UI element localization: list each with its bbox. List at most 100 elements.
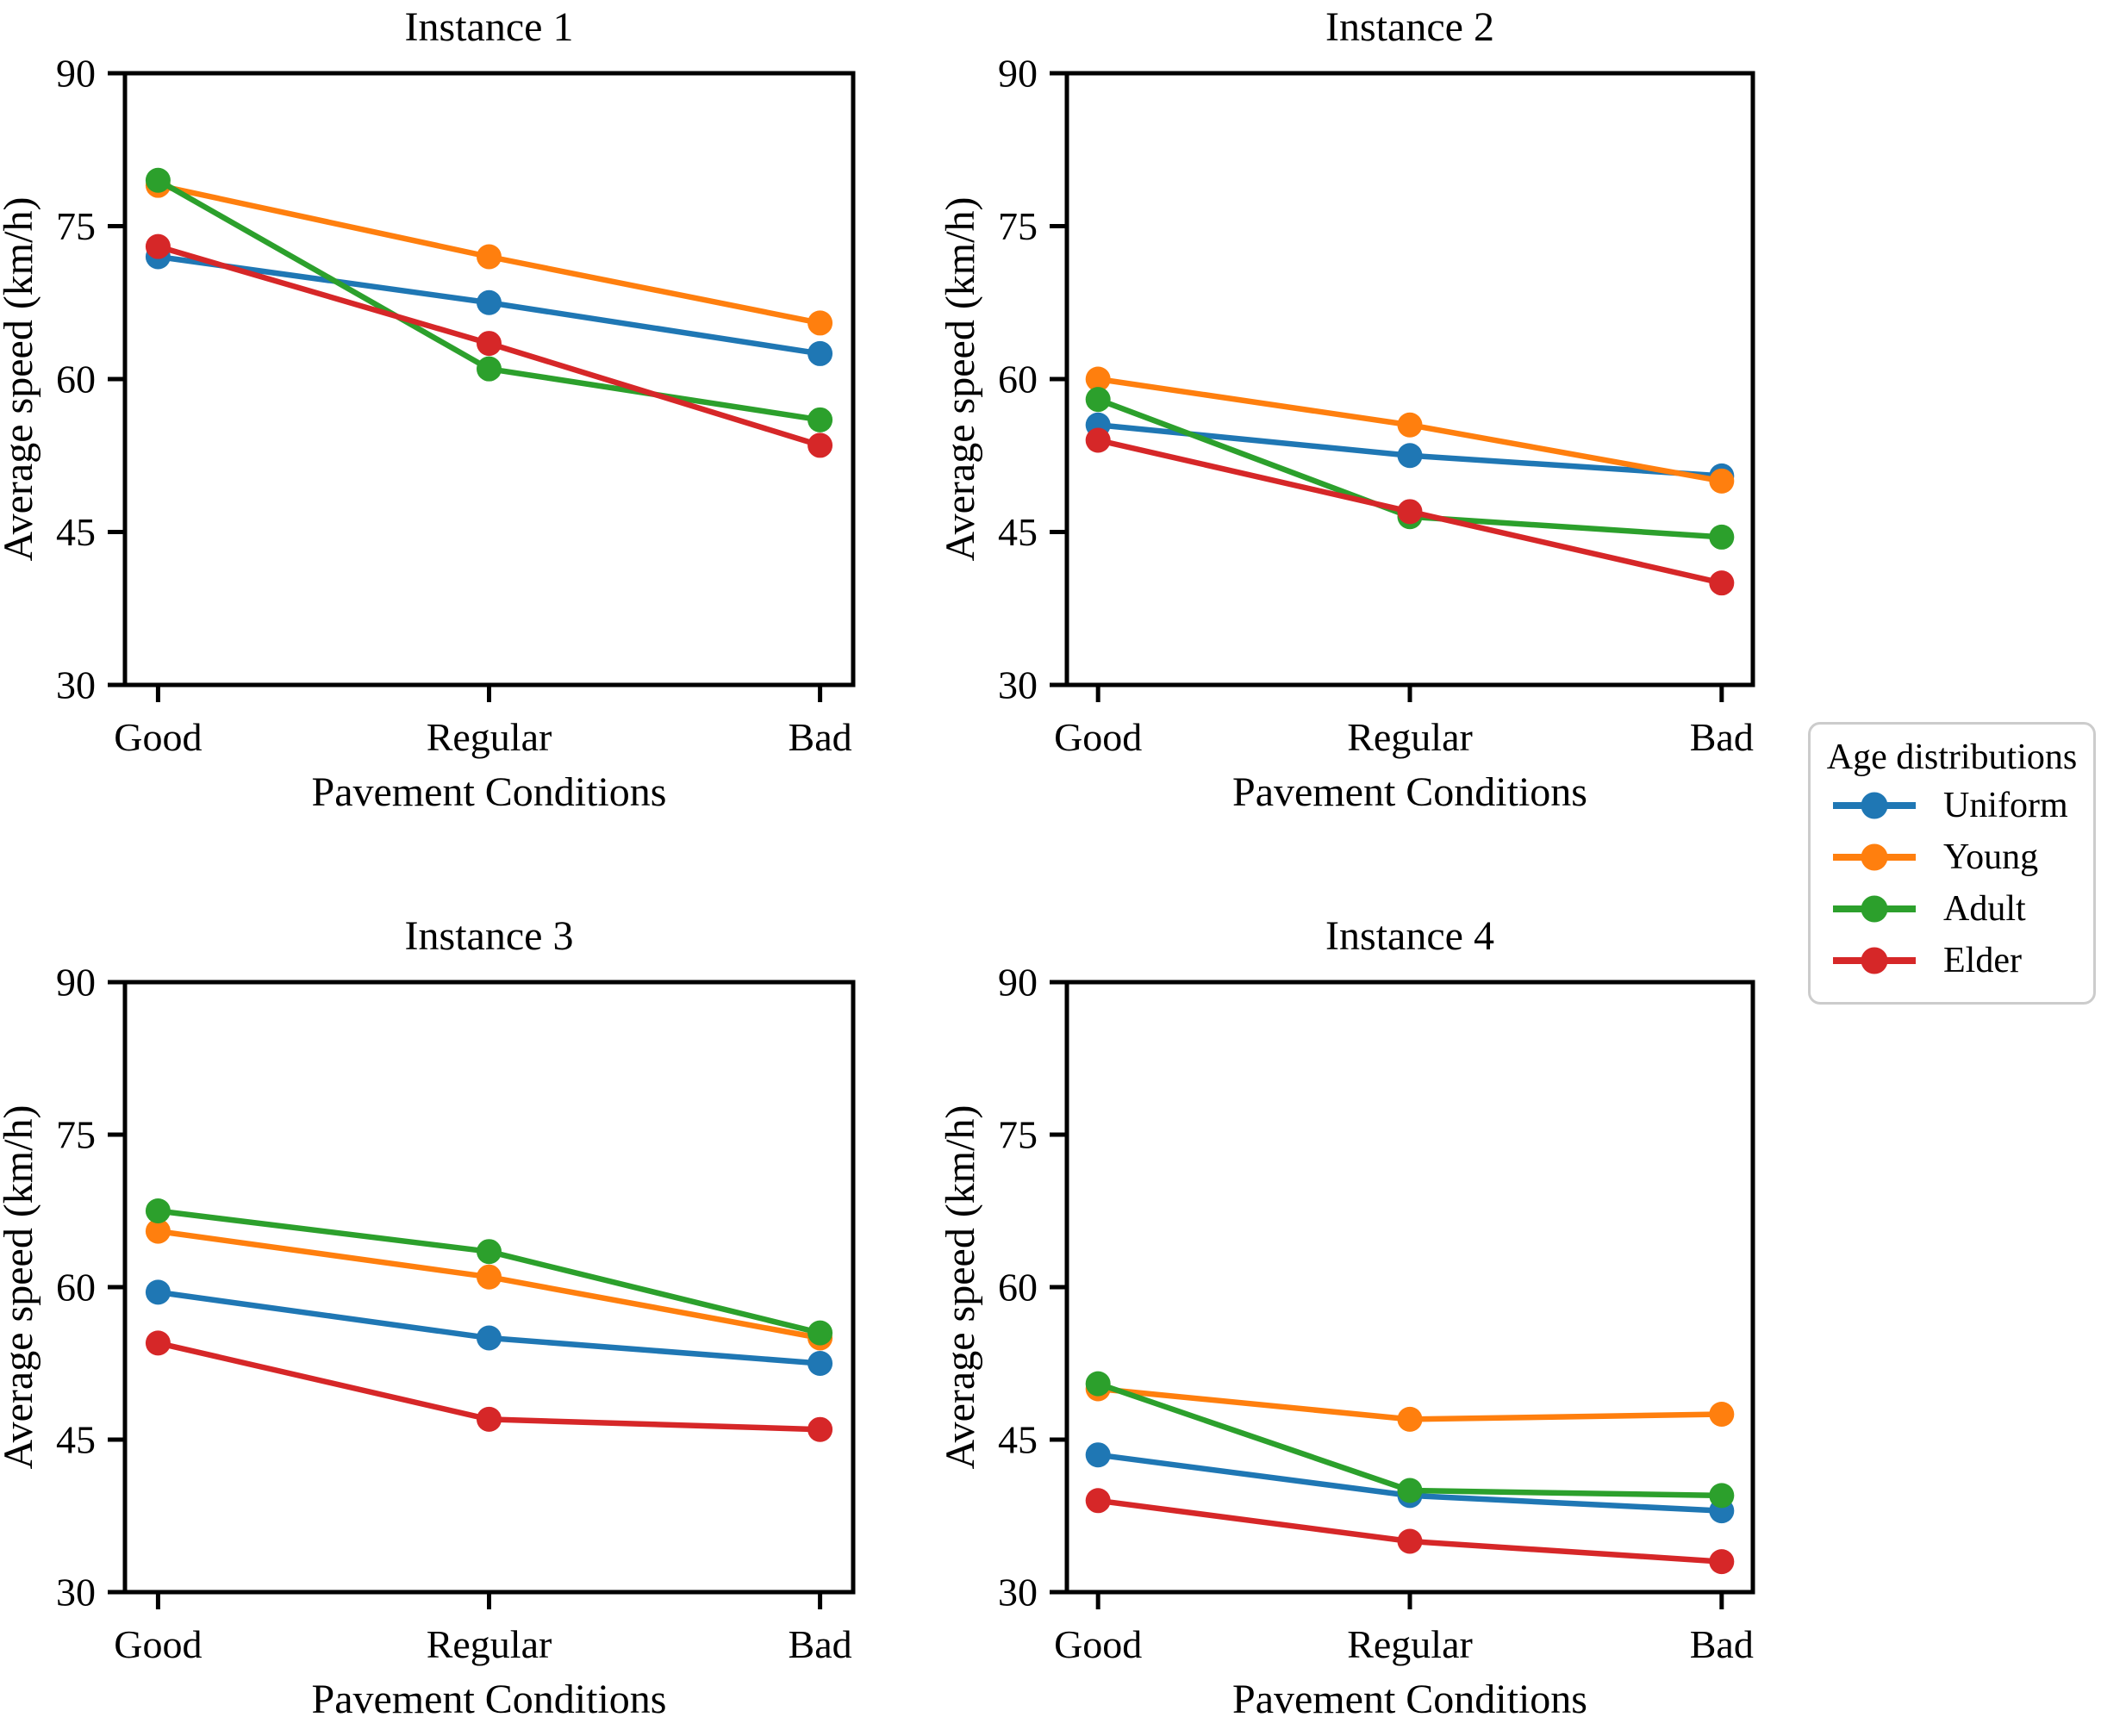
axis-box bbox=[1064, 71, 1755, 688]
y-tick-label: 90 bbox=[56, 52, 96, 96]
y-tick-label: 30 bbox=[56, 1571, 96, 1615]
series-marker-adult-good bbox=[145, 1198, 171, 1223]
y-tick-label: 60 bbox=[56, 1266, 96, 1310]
chart-instance-2: Instance 2 30 45 60 75 90 Good Regular Bad Paveme… bbox=[938, 4, 1755, 815]
x-tick-label: Regular bbox=[1347, 715, 1473, 759]
series-marker-adult-bad bbox=[807, 407, 833, 432]
x-tick-label: Bad bbox=[1690, 715, 1754, 759]
series-marker-uniform-regular bbox=[1397, 443, 1423, 469]
y-axis-label: Average speed (km/h) bbox=[938, 197, 983, 562]
y-tick-label: 90 bbox=[998, 961, 1038, 1005]
series-marker-adult-regular bbox=[477, 1239, 502, 1265]
x-tick-label: Good bbox=[114, 1622, 202, 1666]
series-marker-uniform-good bbox=[145, 1279, 171, 1305]
series-marker-adult-good bbox=[1085, 387, 1111, 413]
series-marker-uniform-good bbox=[1085, 1442, 1111, 1468]
series-marker-elder-regular bbox=[477, 331, 502, 357]
legend-dot-adult bbox=[1861, 895, 1888, 923]
series-marker-elder-good bbox=[1085, 427, 1111, 453]
series-marker-young-bad bbox=[1709, 468, 1735, 494]
legend-label-young: Young bbox=[1943, 837, 2039, 877]
series-marker-adult-regular bbox=[477, 356, 502, 382]
legend-label-elder: Elder bbox=[1943, 941, 2022, 980]
series-marker-adult-good bbox=[145, 167, 171, 193]
series-marker-young-regular bbox=[1397, 1406, 1423, 1432]
y-tick-label: 45 bbox=[998, 1418, 1038, 1462]
series-marker-elder-good bbox=[1085, 1488, 1111, 1514]
series-marker-young-bad bbox=[1709, 1402, 1735, 1427]
legend-line-elder bbox=[1833, 947, 1916, 974]
legend-dot-uniform bbox=[1861, 792, 1888, 819]
legend-box: Age distributions Uniform Young Adult El… bbox=[1808, 722, 2096, 1005]
series-marker-elder-bad bbox=[807, 1416, 833, 1442]
x-axis-label: Pavement Conditions bbox=[312, 769, 667, 815]
legend-item-elder: Elder bbox=[1811, 935, 2093, 986]
chart-instance-3: Instance 3 30 45 60 75 90 Good Regular Bad Paveme… bbox=[0, 913, 856, 1722]
y-tick-label: 60 bbox=[998, 358, 1038, 401]
legend-line-young bbox=[1833, 843, 1916, 871]
series-marker-young-bad bbox=[807, 310, 833, 336]
x-axis-label: Pavement Conditions bbox=[312, 1677, 667, 1722]
x-tick-label: Regular bbox=[427, 1622, 552, 1666]
series-marker-uniform-bad bbox=[807, 1351, 833, 1376]
legend-dot-elder bbox=[1861, 947, 1888, 974]
legend-line-uniform bbox=[1833, 792, 1916, 819]
y-tick-label: 30 bbox=[998, 1571, 1038, 1615]
x-tick-label: Good bbox=[1054, 1622, 1142, 1666]
series-marker-elder-good bbox=[145, 233, 171, 259]
series-marker-young-good bbox=[1085, 366, 1111, 392]
series-marker-uniform-regular bbox=[477, 1325, 502, 1351]
series-marker-uniform-regular bbox=[477, 289, 502, 315]
y-tick-label: 75 bbox=[56, 204, 96, 248]
y-tick-label: 60 bbox=[56, 358, 96, 401]
x-tick-label: Good bbox=[114, 715, 202, 759]
y-tick-label: 60 bbox=[998, 1266, 1038, 1310]
series-marker-adult-bad bbox=[807, 1320, 833, 1346]
y-axis-label: Average speed (km/h) bbox=[0, 1105, 41, 1470]
legend-label-adult: Adult bbox=[1943, 889, 2026, 929]
y-tick-label: 45 bbox=[56, 1418, 96, 1462]
chart-title: Instance 1 bbox=[405, 4, 574, 50]
x-tick-label: Regular bbox=[427, 715, 552, 759]
x-tick-label: Bad bbox=[789, 715, 852, 759]
legend-dot-young bbox=[1861, 843, 1888, 871]
series-marker-elder-regular bbox=[1397, 1528, 1423, 1554]
y-tick-label: 75 bbox=[998, 1113, 1038, 1157]
series-marker-elder-regular bbox=[477, 1406, 502, 1432]
legend-item-adult: Adult bbox=[1811, 883, 2093, 935]
series-marker-adult-bad bbox=[1709, 1483, 1735, 1509]
series-marker-adult-bad bbox=[1709, 524, 1735, 550]
legend-label-uniform: Uniform bbox=[1943, 786, 2068, 825]
y-tick-label: 75 bbox=[998, 204, 1038, 248]
y-tick-label: 30 bbox=[56, 663, 96, 707]
legend-item-uniform: Uniform bbox=[1811, 780, 2093, 831]
legend-title: Age distributions bbox=[1826, 737, 2078, 777]
y-tick-label: 90 bbox=[56, 961, 96, 1005]
x-tick-label: Good bbox=[1054, 715, 1142, 759]
y-tick-label: 75 bbox=[56, 1113, 96, 1157]
series-marker-adult-good bbox=[1085, 1371, 1111, 1397]
x-axis-label: Pavement Conditions bbox=[1232, 769, 1587, 815]
legend-item-young: Young bbox=[1811, 831, 2093, 883]
chart-title: Instance 4 bbox=[1325, 913, 1494, 959]
y-tick-label: 90 bbox=[998, 52, 1038, 96]
legend-line-adult bbox=[1833, 895, 1916, 923]
x-tick-label: Bad bbox=[789, 1622, 852, 1666]
series-marker-uniform-bad bbox=[807, 340, 833, 366]
series-marker-young-regular bbox=[477, 244, 502, 270]
chart-instance-1: Instance 1 30 45 60 75 90 Good Regular Bad Paveme… bbox=[0, 4, 856, 815]
chart-title: Instance 2 bbox=[1325, 4, 1494, 50]
y-axis-label: Average speed (km/h) bbox=[0, 197, 41, 562]
x-tick-label: Regular bbox=[1347, 1622, 1473, 1666]
x-axis-label: Pavement Conditions bbox=[1232, 1677, 1587, 1722]
y-tick-label: 45 bbox=[56, 510, 96, 554]
series-marker-elder-good bbox=[145, 1330, 171, 1356]
chart-title: Instance 3 bbox=[405, 913, 574, 959]
series-marker-elder-regular bbox=[1397, 499, 1423, 525]
chart-instance-4: Instance 4 30 45 60 75 90 Good Regular Bad Paveme… bbox=[938, 913, 1755, 1722]
y-tick-label: 30 bbox=[998, 663, 1038, 707]
series-marker-young-regular bbox=[477, 1264, 502, 1290]
y-axis-label: Average speed (km/h) bbox=[938, 1105, 983, 1470]
y-tick-label: 45 bbox=[998, 510, 1038, 554]
